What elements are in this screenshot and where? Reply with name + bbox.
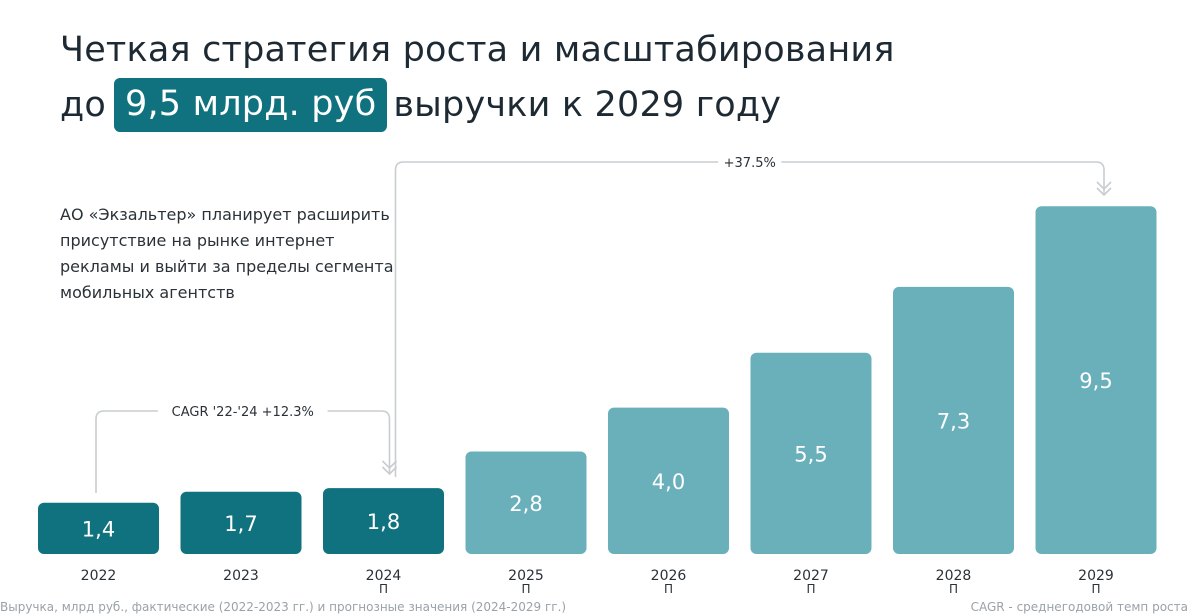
x-tick-sublabel: П bbox=[806, 582, 815, 596]
title-suffix: выручки к 2029 году bbox=[393, 85, 782, 125]
page-title-line-1: Четкая стратегия роста и масштабирования bbox=[60, 30, 895, 70]
bar-2026 bbox=[608, 407, 729, 554]
x-tick-label: 2026 bbox=[651, 568, 687, 584]
footer-note: Выручка, млрд руб., фактические (2022-20… bbox=[0, 600, 567, 614]
x-tick-label: 2024 bbox=[366, 568, 402, 584]
x-tick-sublabel: П bbox=[521, 582, 530, 596]
x-tick-label: 2022 bbox=[81, 568, 117, 584]
x-tick-label: 2027 bbox=[793, 568, 829, 584]
growth-bracket-left-line bbox=[394, 161, 719, 477]
x-tick-sublabel: П bbox=[949, 582, 958, 596]
cagr-bracket-left-line bbox=[95, 410, 158, 493]
bar-value-label: 7,3 bbox=[937, 409, 970, 433]
bar-2022 bbox=[38, 502, 159, 554]
bar-2028 bbox=[893, 286, 1014, 554]
x-tick-sublabel: П bbox=[1091, 582, 1100, 596]
bar-2029 bbox=[1035, 206, 1157, 555]
growth-bracket-label: +37.5% bbox=[724, 156, 776, 171]
bar-value-label: 5,5 bbox=[794, 442, 827, 466]
page-title-line-2: до 9,5 млрд. руб выручки к 2029 году bbox=[60, 76, 781, 134]
bar-value-label: 4,0 bbox=[652, 470, 685, 494]
x-tick-sublabel: П bbox=[379, 582, 388, 596]
title-prefix: до bbox=[60, 85, 107, 125]
bar-2025 bbox=[465, 451, 587, 554]
x-tick-label: 2025 bbox=[508, 568, 544, 584]
bar-value-label: 9,5 bbox=[1079, 369, 1112, 393]
bar-2023 bbox=[180, 491, 302, 554]
cagr-bracket-right-line bbox=[327, 410, 391, 474]
footer-cagr-note: CAGR - среднегодовой темп роста bbox=[970, 600, 1188, 614]
cagr-bracket-arrow-icon bbox=[381, 460, 398, 476]
cagr-bracket-label: CAGR '22-'24 +12.3% bbox=[172, 405, 314, 420]
growth-bracket-right-line bbox=[781, 161, 1105, 195]
bar-2024 bbox=[323, 488, 444, 554]
bar-value-label: 1,7 bbox=[224, 512, 257, 536]
x-tick-label: 2023 bbox=[223, 568, 259, 584]
x-tick-label: 2029 bbox=[1078, 568, 1114, 584]
x-tick-sublabel: П bbox=[664, 582, 673, 596]
description-text: АО «Экзальтер» планирует расширить прису… bbox=[60, 205, 394, 302]
bar-value-label: 2,8 bbox=[509, 492, 542, 516]
growth-bracket-arrow-icon bbox=[1096, 181, 1112, 197]
x-tick-label: 2028 bbox=[936, 568, 972, 584]
bar-value-label: 1,4 bbox=[82, 517, 115, 541]
title-highlight-badge: 9,5 млрд. руб bbox=[114, 78, 388, 132]
bar-2027 bbox=[750, 352, 872, 554]
bar-value-label: 1,8 bbox=[367, 510, 400, 534]
